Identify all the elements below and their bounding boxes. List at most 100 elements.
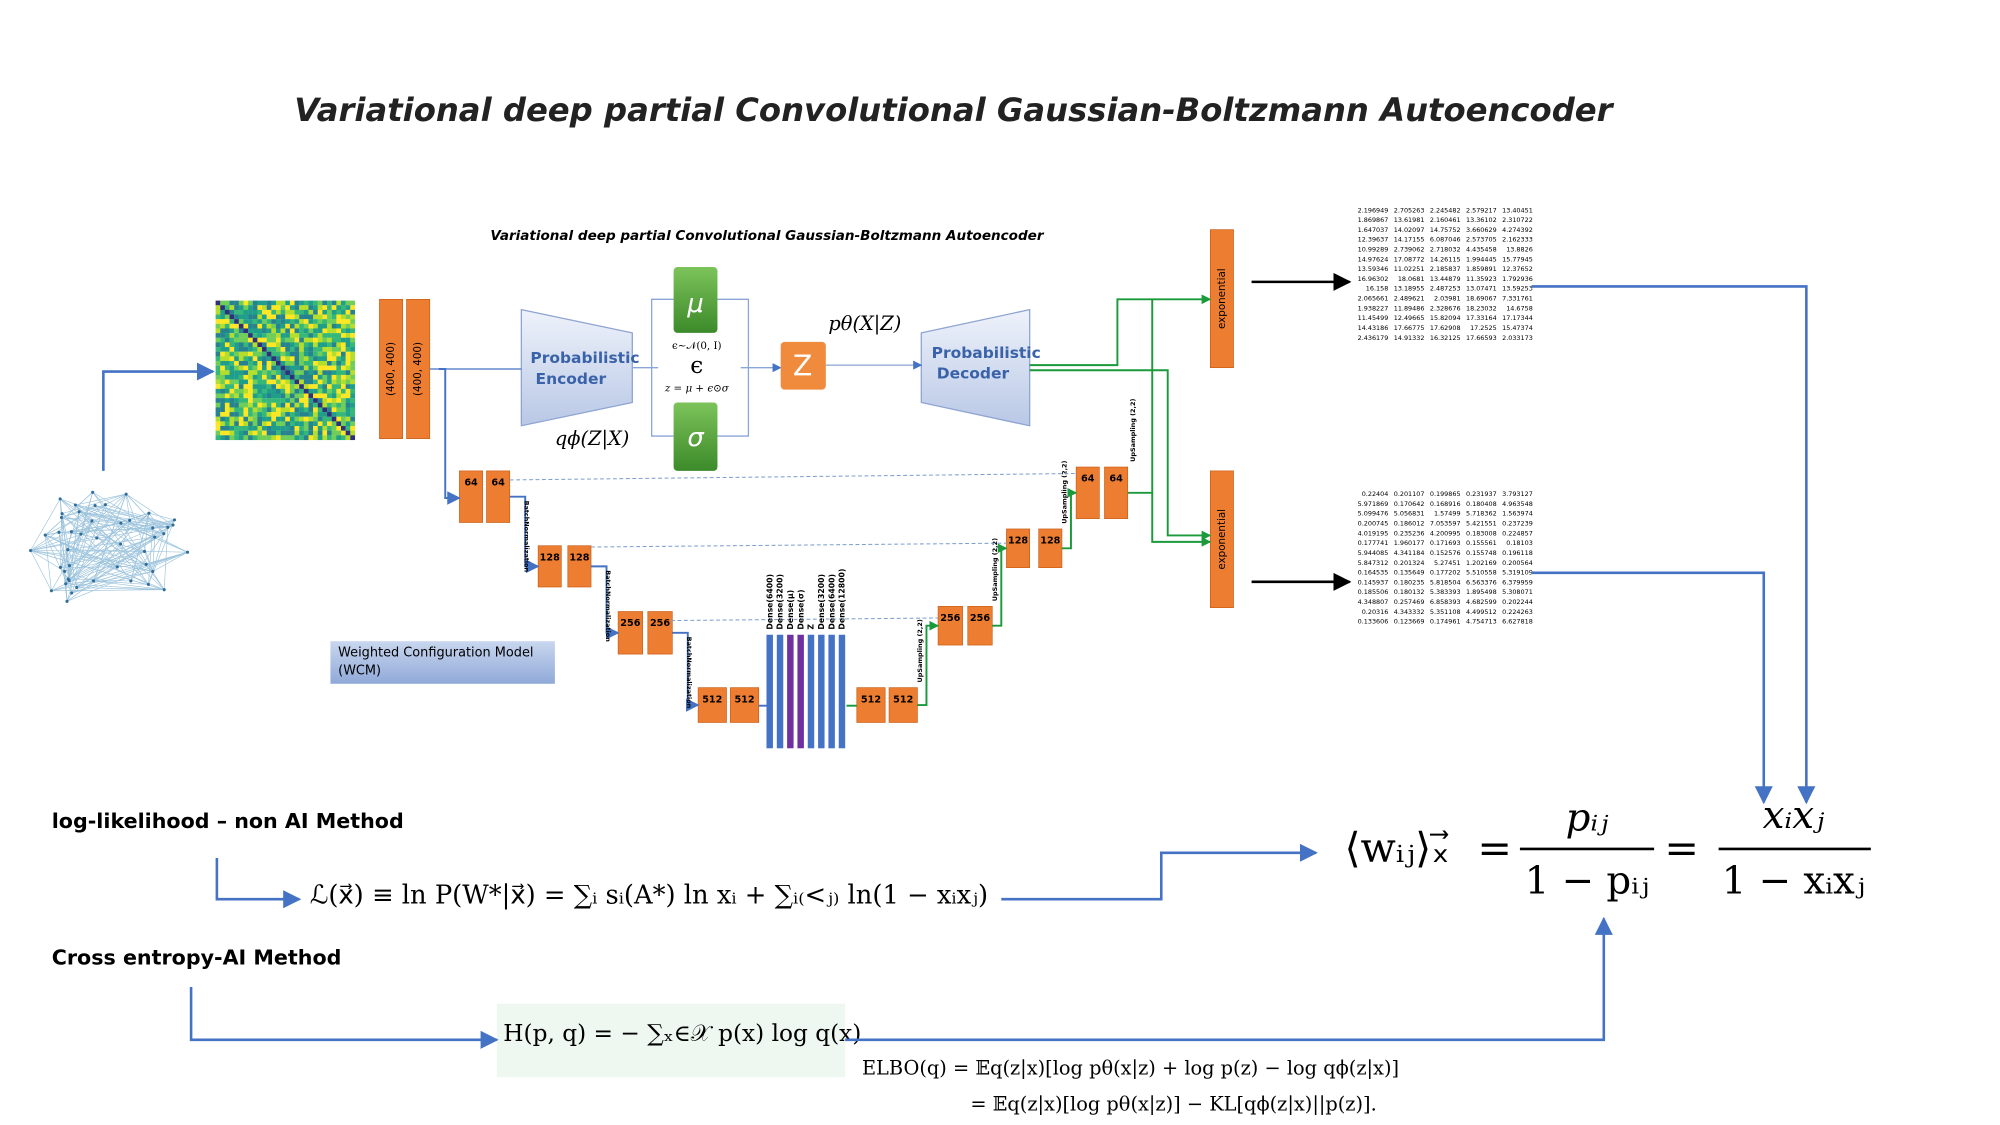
connector	[152, 537, 155, 572]
title: Variational deep partial Convolutional G…	[294, 91, 1614, 129]
matrix-cell	[234, 365, 239, 371]
matrix-cell	[340, 402, 346, 408]
input-bar	[379, 298, 403, 439]
table-cell: 13.59346	[1358, 265, 1389, 273]
matrix-cell	[303, 374, 309, 380]
graph-node	[172, 518, 177, 522]
matrix-cell	[308, 388, 314, 394]
matrix-cell	[317, 305, 323, 311]
matrix-cell	[224, 421, 230, 427]
matrix-cell	[220, 300, 226, 306]
matrix-cell	[350, 314, 356, 320]
table-cell: 2.489621	[1394, 295, 1425, 303]
connector	[152, 533, 165, 572]
matrix-cell	[308, 309, 314, 315]
matrix-cell	[234, 328, 239, 334]
matrix-cell	[345, 305, 351, 311]
matrix-cell	[340, 407, 346, 413]
table-cell: 4.682599	[1466, 598, 1497, 606]
graph-node	[124, 492, 128, 496]
matrix-cell	[238, 412, 244, 417]
matrix-cell	[336, 370, 342, 376]
matrix-cell	[308, 314, 314, 320]
matrix-cell	[336, 351, 342, 357]
connector	[144, 513, 150, 552]
matrix-cell	[322, 309, 328, 315]
decoder	[920, 308, 1031, 427]
matrix-cell	[238, 365, 244, 371]
table-cell: 0.201107	[1394, 490, 1425, 498]
matrix-cell	[303, 360, 309, 366]
matrix-cell	[271, 402, 277, 408]
table-cell: 14.43186	[1358, 324, 1389, 332]
matrix-cell	[340, 435, 346, 441]
matrix-cell	[303, 379, 309, 385]
matrix-cell	[294, 319, 300, 324]
table-cell: 16.96302	[1358, 275, 1389, 283]
layer-label: 128	[540, 552, 560, 563]
table-cell: 0.180235	[1394, 578, 1425, 586]
matrix-cell	[303, 300, 309, 306]
connector	[69, 536, 155, 566]
matrix-cell	[294, 435, 300, 441]
matrix-cell	[220, 309, 226, 315]
table-cell: 0.177202	[1430, 569, 1461, 577]
matrix-cell	[280, 379, 286, 385]
dense-bar	[807, 634, 815, 749]
matrix-cell	[285, 360, 291, 366]
matrix-cell	[271, 319, 277, 324]
matrix-cell	[243, 388, 249, 394]
matrix-cell	[303, 314, 309, 320]
matrix-cell	[220, 426, 226, 431]
matrix-cell	[220, 347, 226, 352]
input-shape: (400, 400)	[385, 342, 397, 396]
matrix-cell	[350, 412, 356, 417]
matrix-cell	[285, 337, 291, 343]
matrix-cell	[303, 435, 309, 441]
matrix-cell	[215, 333, 221, 338]
matrix-cell	[220, 430, 226, 436]
table-cell: 7.331761	[1502, 295, 1533, 303]
connector	[60, 498, 164, 534]
matrix-cell	[345, 388, 351, 394]
matrix-cell	[266, 347, 272, 352]
matrix-cell	[336, 416, 342, 422]
dense-label: Dense(σ)	[796, 589, 805, 629]
matrix-cell	[224, 323, 230, 329]
input-shape: (400, 400)	[412, 342, 424, 396]
matrix-cell	[280, 398, 286, 403]
matrix-cell	[322, 416, 328, 422]
matrix-cell	[303, 305, 309, 311]
matrix-cell	[313, 323, 318, 329]
matrix-cell	[234, 314, 239, 320]
matrix-cell	[271, 430, 277, 436]
matrix-cell	[257, 300, 263, 306]
matrix-cell	[336, 365, 342, 371]
method-label: Cross entropy-AI Method	[52, 946, 342, 970]
matrix-cell	[266, 300, 272, 306]
matrix-cell	[220, 379, 226, 385]
matrix-cell	[350, 407, 356, 413]
epsilon-bg	[658, 338, 741, 395]
matrix-cell	[313, 402, 318, 408]
dense-bar	[818, 634, 825, 749]
matrix-cell	[299, 305, 304, 311]
matrix-cell	[266, 388, 272, 394]
table-cell: 0.224263	[1502, 608, 1533, 616]
matrix-cell	[220, 412, 226, 417]
matrix-cell	[350, 402, 356, 408]
matrix-cell	[215, 402, 221, 408]
table-cell: 2.196949	[1358, 206, 1389, 214]
matrix-cell	[243, 435, 249, 441]
matrix-cell	[289, 337, 295, 343]
matrix-cell	[327, 347, 332, 352]
encoder	[520, 308, 633, 427]
dense-label: Z	[807, 624, 816, 630]
matrix-cell	[340, 342, 346, 348]
matrix-cell	[294, 342, 300, 348]
connector	[125, 493, 165, 534]
layer-label: 256	[940, 613, 960, 624]
connector	[45, 492, 93, 536]
matrix-cell	[322, 393, 328, 399]
matrix-cell	[350, 323, 356, 329]
